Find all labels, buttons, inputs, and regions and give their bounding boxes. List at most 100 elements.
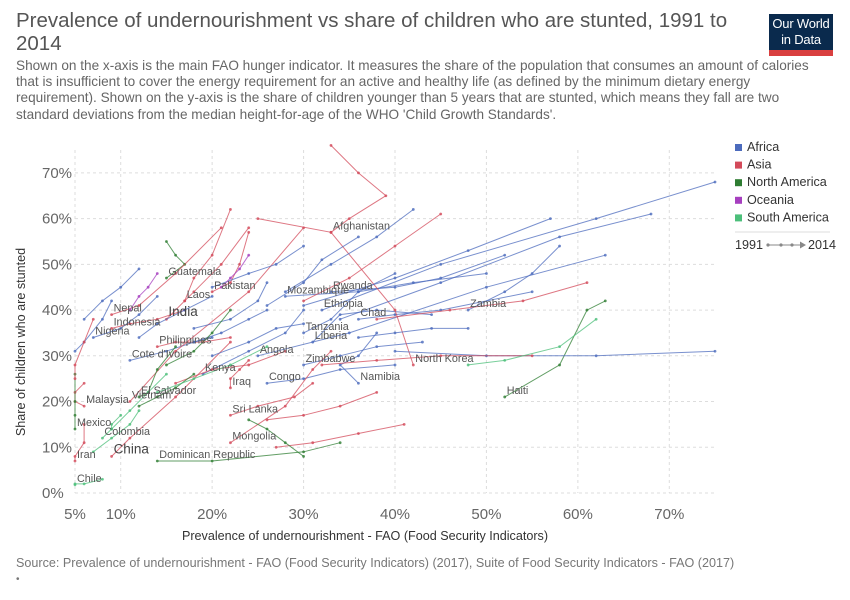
series-point[interactable] bbox=[311, 441, 315, 445]
series-point[interactable] bbox=[119, 413, 123, 417]
series-point[interactable] bbox=[192, 349, 196, 353]
series-point[interactable] bbox=[375, 308, 379, 312]
legend-item[interactable]: Africa bbox=[747, 140, 779, 154]
series-point[interactable] bbox=[110, 423, 113, 426]
series-point[interactable] bbox=[357, 354, 360, 358]
series-point[interactable] bbox=[503, 253, 507, 257]
series-point[interactable] bbox=[338, 368, 342, 371]
series-point[interactable] bbox=[594, 217, 598, 221]
series-point[interactable] bbox=[137, 267, 141, 271]
series-point[interactable] bbox=[128, 400, 132, 403]
series-line[interactable] bbox=[138, 295, 213, 338]
series-point[interactable] bbox=[229, 317, 232, 321]
series-point[interactable] bbox=[521, 299, 525, 303]
series-point[interactable] bbox=[165, 363, 168, 367]
series-point[interactable] bbox=[183, 308, 187, 312]
series-point[interactable] bbox=[210, 285, 214, 289]
series-point[interactable] bbox=[338, 404, 342, 408]
series-line[interactable] bbox=[157, 337, 231, 348]
series-point[interactable] bbox=[283, 441, 287, 445]
series-point[interactable] bbox=[229, 340, 232, 344]
series-point[interactable] bbox=[329, 349, 333, 353]
series-point[interactable] bbox=[594, 354, 598, 358]
series-line[interactable] bbox=[303, 218, 551, 306]
series-line[interactable] bbox=[285, 273, 487, 297]
series-line[interactable] bbox=[202, 309, 304, 375]
series-point[interactable] bbox=[302, 226, 305, 230]
series-point[interactable] bbox=[155, 368, 159, 371]
series-point[interactable] bbox=[274, 326, 278, 330]
series-point[interactable] bbox=[329, 230, 333, 234]
series-point[interactable] bbox=[192, 372, 196, 376]
series-point[interactable] bbox=[430, 313, 433, 317]
series-point[interactable] bbox=[210, 354, 214, 358]
series-point[interactable] bbox=[73, 349, 77, 353]
series-point[interactable] bbox=[91, 336, 95, 339]
series-point[interactable] bbox=[357, 336, 360, 339]
series-point[interactable] bbox=[210, 253, 214, 257]
series-point[interactable] bbox=[155, 459, 159, 463]
series-point[interactable] bbox=[302, 244, 305, 248]
series-point[interactable] bbox=[393, 244, 397, 248]
series-point[interactable] bbox=[247, 358, 251, 362]
series-point[interactable] bbox=[466, 363, 470, 367]
series-point[interactable] bbox=[302, 363, 305, 367]
legend-item[interactable]: North America bbox=[747, 175, 827, 189]
series-line[interactable] bbox=[184, 227, 250, 302]
series-point[interactable] bbox=[274, 262, 278, 266]
series-point[interactable] bbox=[558, 235, 561, 239]
series-point[interactable] bbox=[165, 240, 168, 243]
series-point[interactable] bbox=[229, 363, 232, 367]
series-point[interactable] bbox=[302, 377, 305, 381]
series-point[interactable] bbox=[421, 340, 424, 344]
series-point[interactable] bbox=[73, 459, 77, 463]
series-point[interactable] bbox=[229, 208, 232, 211]
series-line[interactable] bbox=[266, 364, 396, 384]
series-point[interactable] bbox=[375, 331, 379, 335]
series-point[interactable] bbox=[155, 390, 159, 394]
series-point[interactable] bbox=[530, 272, 534, 275]
series-point[interactable] bbox=[82, 404, 86, 408]
series-point[interactable] bbox=[247, 317, 251, 321]
series-point[interactable] bbox=[165, 372, 168, 376]
series-point[interactable] bbox=[302, 304, 305, 307]
series-point[interactable] bbox=[558, 345, 561, 349]
series-point[interactable] bbox=[265, 281, 269, 285]
series-point[interactable] bbox=[585, 308, 589, 312]
series-line[interactable] bbox=[220, 254, 250, 288]
series-line[interactable] bbox=[157, 442, 341, 462]
series-point[interactable] bbox=[110, 326, 113, 330]
series-line[interactable] bbox=[330, 145, 387, 233]
series-point[interactable] bbox=[594, 317, 598, 321]
series-line[interactable] bbox=[321, 181, 716, 311]
series-line[interactable] bbox=[83, 268, 140, 320]
series-point[interactable] bbox=[393, 331, 397, 335]
series-point[interactable] bbox=[110, 299, 113, 303]
series-point[interactable] bbox=[347, 217, 351, 221]
series-point[interactable] bbox=[302, 331, 305, 335]
series-point[interactable] bbox=[137, 313, 141, 317]
series-line[interactable] bbox=[111, 373, 167, 430]
series-point[interactable] bbox=[530, 354, 534, 358]
series-point[interactable] bbox=[265, 345, 269, 349]
series-point[interactable] bbox=[347, 276, 351, 280]
series-point[interactable] bbox=[155, 322, 159, 326]
series-point[interactable] bbox=[320, 363, 324, 367]
series-point[interactable] bbox=[229, 377, 232, 381]
series-point[interactable] bbox=[128, 436, 132, 440]
series-point[interactable] bbox=[165, 276, 168, 280]
series-point[interactable] bbox=[283, 290, 287, 294]
series-point[interactable] bbox=[302, 308, 305, 312]
legend-item[interactable]: Asia bbox=[747, 158, 772, 172]
series-point[interactable] bbox=[713, 180, 717, 184]
series-point[interactable] bbox=[192, 290, 196, 294]
series-point[interactable] bbox=[137, 294, 141, 298]
series-point[interactable] bbox=[192, 276, 196, 280]
series-point[interactable] bbox=[101, 477, 104, 481]
series-line[interactable] bbox=[93, 410, 140, 453]
series-point[interactable] bbox=[128, 409, 132, 413]
series-point[interactable] bbox=[530, 290, 534, 294]
series-line[interactable] bbox=[467, 245, 560, 311]
series-point[interactable] bbox=[311, 381, 315, 385]
series-point[interactable] bbox=[210, 459, 214, 463]
